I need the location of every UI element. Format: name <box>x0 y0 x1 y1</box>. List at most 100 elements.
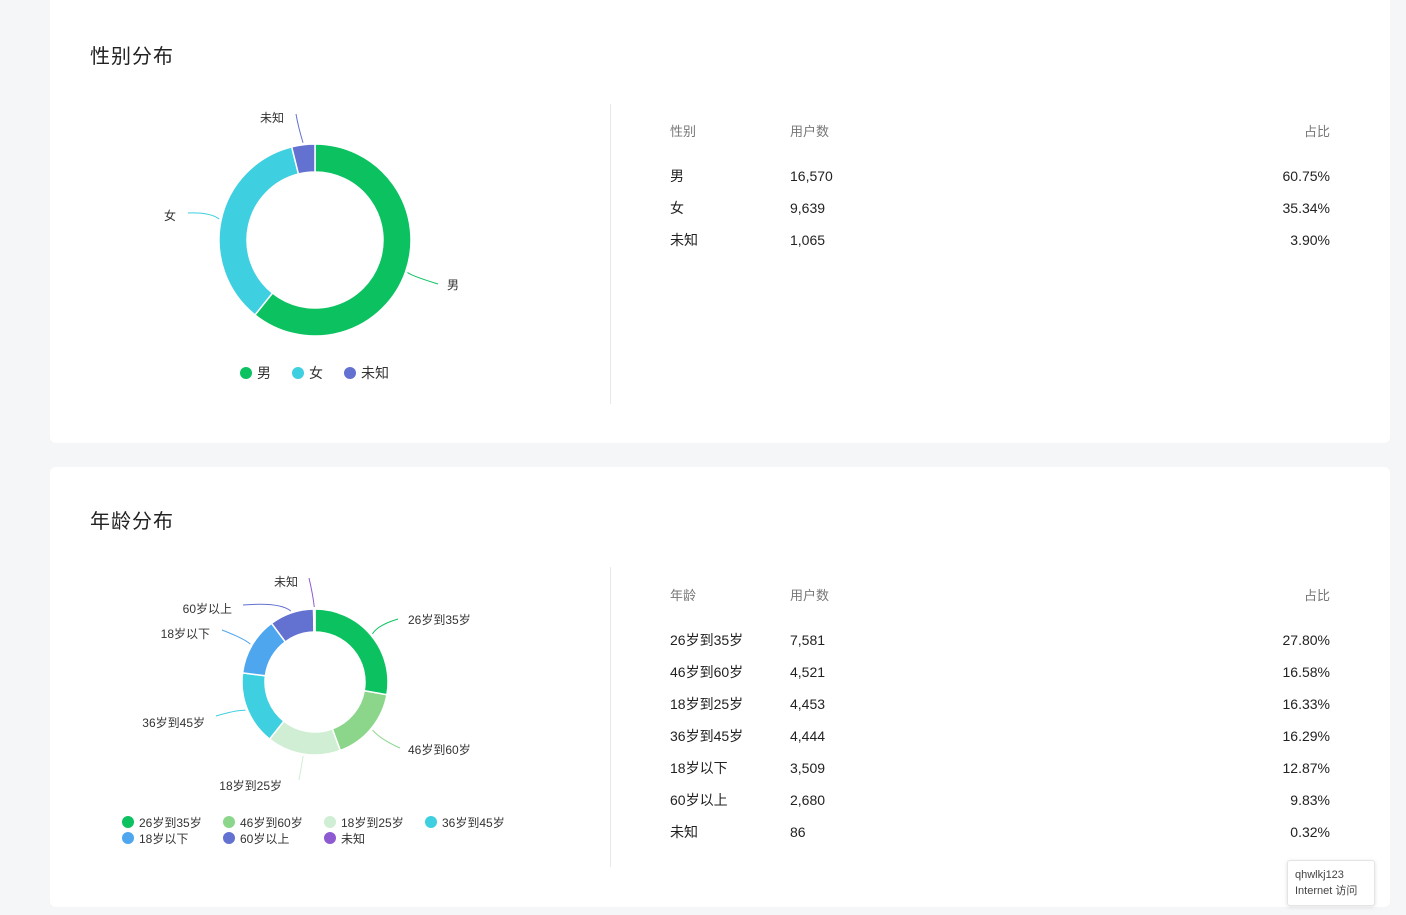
row-label: 26岁到35岁 <box>670 632 744 648</box>
legend-label: 26岁到35岁 <box>139 815 202 830</box>
legend-item[interactable]: 18岁到25岁 <box>324 814 425 830</box>
row-label: 女 <box>670 200 684 216</box>
slice-label: 女 <box>164 208 176 223</box>
header-percentage: 占比 <box>1303 124 1330 139</box>
legend-label: 未知 <box>361 365 389 381</box>
age-table: 年龄 用户数 占比 26岁到35岁 7,581 27.80% 46岁到60岁 4… <box>670 580 1330 848</box>
slice-label: 男 <box>447 278 459 292</box>
row-count: 1,065 <box>790 232 826 248</box>
section-divider <box>610 567 611 867</box>
donut-slice-0[interactable] <box>253 143 412 337</box>
table-row: 36岁到45岁 4,444 16.29% <box>670 720 1330 752</box>
age-section-title: 年龄分布 <box>90 511 174 533</box>
legend-dot-icon <box>223 816 235 828</box>
label-leader-line <box>187 212 220 220</box>
slice-label: 26岁到35岁 <box>408 612 471 627</box>
slice-label: 18岁到25岁 <box>219 778 282 793</box>
row-percentage: 16.58% <box>1282 664 1330 680</box>
row-count: 16,570 <box>790 168 833 184</box>
slice-label: 未知 <box>274 575 298 589</box>
donut-slice-0[interactable] <box>314 608 389 696</box>
legend-dot-icon <box>122 816 134 828</box>
row-percentage: 0.32% <box>1290 824 1330 840</box>
legend-item[interactable]: 18岁以下 <box>122 830 223 846</box>
row-percentage: 16.33% <box>1282 696 1330 712</box>
row-count: 7,581 <box>790 632 826 648</box>
row-label: 未知 <box>670 232 698 248</box>
header-percentage: 占比 <box>1303 588 1330 603</box>
row-count: 4,521 <box>790 664 826 680</box>
row-count: 4,444 <box>790 728 826 744</box>
label-leader-line <box>298 755 304 781</box>
row-label: 46岁到60岁 <box>670 664 744 680</box>
section-divider <box>610 104 611 404</box>
slice-label: 18岁以下 <box>161 626 210 641</box>
gender-donut-chart: 男 女 未知 <box>164 111 459 337</box>
age-donut-chart: 26岁到35岁 46岁到60岁 18岁到25岁 36岁到45岁 18岁以下 60岁以上 未知 <box>142 575 471 793</box>
table-row: 18岁到25岁 4,453 16.33% <box>670 688 1330 720</box>
row-label: 36岁到45岁 <box>670 728 744 744</box>
legend-item[interactable]: 未知 <box>324 830 425 846</box>
legend-item[interactable]: 男 <box>240 365 271 381</box>
legend-item[interactable]: 未知 <box>344 365 389 381</box>
table-row: 女 9,639 35.34% <box>670 192 1330 224</box>
legend-label: 60岁以上 <box>240 831 290 846</box>
row-count: 4,453 <box>790 696 826 712</box>
table-header-row: 年龄 用户数 占比 <box>670 580 1330 612</box>
header-user-count: 用户数 <box>790 588 830 603</box>
legend-dot-icon <box>425 816 437 828</box>
row-percentage: 60.75% <box>1282 168 1330 184</box>
slice-label: 36岁到45岁 <box>142 715 205 730</box>
row-count: 9,639 <box>790 200 826 216</box>
legend-dot-icon <box>223 832 235 844</box>
legend-item[interactable]: 60岁以上 <box>223 830 324 846</box>
legend-dot-icon <box>122 832 134 844</box>
row-label: 60岁以上 <box>670 792 728 808</box>
header-user-count: 用户数 <box>790 124 830 139</box>
legend-dot-icon <box>240 367 252 379</box>
row-percentage: 35.34% <box>1282 200 1330 216</box>
legend-label: 女 <box>309 365 323 381</box>
donut-slice-6[interactable] <box>312 608 316 633</box>
legend-item[interactable]: 26岁到35岁 <box>122 814 223 830</box>
donut-slice-1[interactable] <box>218 145 300 316</box>
legend-item[interactable]: 女 <box>292 365 323 381</box>
row-percentage: 3.90% <box>1290 232 1330 248</box>
row-count: 3,509 <box>790 760 826 776</box>
header-age: 年龄 <box>670 588 697 603</box>
row-percentage: 16.29% <box>1282 728 1330 744</box>
gender-distribution-card: 性别分布 男女未知 男女未知 性别 用户数 占比 男 16,570 60.75%… <box>50 0 1390 443</box>
row-count: 2,680 <box>790 792 826 808</box>
row-label: 男 <box>670 168 684 184</box>
row-count: 86 <box>790 824 806 840</box>
label-leader-line <box>308 577 315 608</box>
table-row: 18岁以下 3,509 12.87% <box>670 752 1330 784</box>
access-tooltip: qhwlkj123 Internet 访问 <box>1287 860 1375 906</box>
donut-slice-3[interactable] <box>241 672 285 741</box>
legend-dot-icon <box>344 367 356 379</box>
row-percentage: 12.87% <box>1282 760 1330 776</box>
legend-dot-icon <box>292 367 304 379</box>
table-header-row: 性别 用户数 占比 <box>670 116 1330 148</box>
header-gender: 性别 <box>670 124 697 139</box>
row-label: 18岁以下 <box>670 760 728 776</box>
legend-item[interactable]: 46岁到60岁 <box>223 814 324 830</box>
legend-label: 18岁以下 <box>139 831 189 846</box>
slice-label: 未知 <box>260 111 284 125</box>
gender-section-title: 性别分布 <box>90 46 174 68</box>
row-percentage: 9.83% <box>1290 792 1330 808</box>
gender-legend: 男 女 未知 <box>240 365 410 381</box>
label-leader-line <box>407 272 439 285</box>
legend-item[interactable]: 36岁到45岁 <box>425 814 526 830</box>
table-row: 未知 86 0.32% <box>670 816 1330 848</box>
legend-dot-icon <box>324 816 336 828</box>
gender-table: 性别 用户数 占比 男 16,570 60.75% 女 9,639 35.34%… <box>670 116 1330 256</box>
age-distribution-card: 年龄分布 26岁到35岁 46岁到60岁 18岁到25岁 36岁到45岁 18岁以下 60… <box>50 467 1390 907</box>
donut-slice-2[interactable] <box>290 143 316 175</box>
tooltip-user: qhwlkj123 <box>1295 869 1344 881</box>
age-legend: 26岁到35岁 46岁到60岁 18岁到25岁 36岁到45岁 18岁以下 60岁以上 未知 <box>122 814 542 846</box>
donut-slice-1[interactable] <box>331 689 388 752</box>
slice-label: 46岁到60岁 <box>408 742 471 757</box>
table-row: 26岁到35岁 7,581 27.80% <box>670 624 1330 656</box>
label-leader-line <box>242 603 292 612</box>
